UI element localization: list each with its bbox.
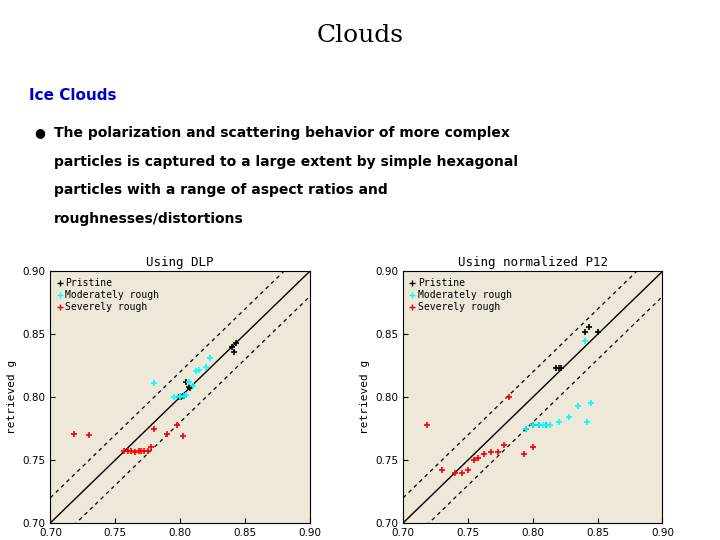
Title: Using normalized P12: Using normalized P12 [458, 256, 608, 269]
Text: roughnesses/distortions: roughnesses/distortions [54, 212, 244, 226]
Legend: Pristine, Moderately rough, Severely rough: Pristine, Moderately rough, Severely rou… [408, 276, 514, 314]
Text: particles with a range of aspect ratios and: particles with a range of aspect ratios … [54, 184, 388, 198]
Y-axis label: retrieved g: retrieved g [360, 360, 369, 434]
Title: Using DLP: Using DLP [146, 256, 214, 269]
Text: ●: ● [34, 126, 45, 139]
Text: particles is captured to a large extent by simple hexagonal: particles is captured to a large extent … [54, 155, 518, 169]
Legend: Pristine, Moderately rough, Severely rough: Pristine, Moderately rough, Severely rou… [55, 276, 161, 314]
Text: Clouds: Clouds [317, 24, 403, 46]
Text: The polarization and scattering behavior of more complex: The polarization and scattering behavior… [54, 126, 510, 140]
Y-axis label: retrieved g: retrieved g [7, 360, 17, 434]
Text: Ice Clouds: Ice Clouds [29, 89, 117, 104]
